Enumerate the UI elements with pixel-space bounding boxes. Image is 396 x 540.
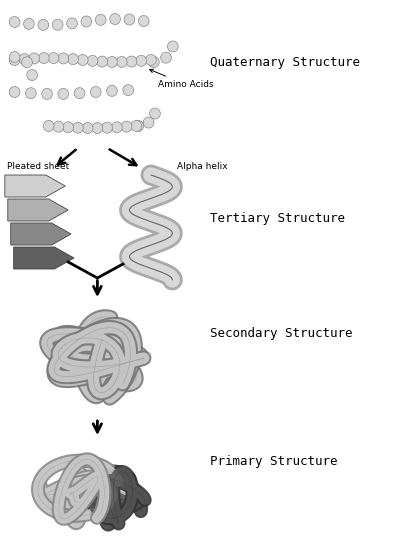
Circle shape — [131, 120, 142, 132]
Circle shape — [25, 87, 36, 99]
Text: Quaternary Structure: Quaternary Structure — [210, 56, 360, 69]
Circle shape — [150, 108, 160, 119]
Circle shape — [38, 19, 49, 30]
Circle shape — [148, 57, 159, 68]
Circle shape — [146, 55, 156, 65]
Circle shape — [52, 19, 63, 30]
Circle shape — [27, 70, 38, 80]
Circle shape — [67, 18, 77, 29]
Polygon shape — [8, 199, 68, 221]
Circle shape — [22, 57, 32, 68]
Circle shape — [90, 86, 101, 98]
Text: Amino Acids: Amino Acids — [150, 69, 213, 89]
Circle shape — [136, 56, 147, 66]
Circle shape — [124, 14, 135, 25]
Circle shape — [29, 53, 40, 64]
Circle shape — [53, 121, 64, 132]
Circle shape — [42, 89, 52, 99]
Circle shape — [81, 16, 92, 27]
Circle shape — [123, 85, 133, 96]
Polygon shape — [13, 247, 74, 269]
Circle shape — [121, 121, 132, 132]
Circle shape — [116, 57, 127, 68]
Circle shape — [97, 56, 108, 67]
Circle shape — [38, 52, 49, 64]
Text: Primary Structure: Primary Structure — [210, 455, 338, 468]
Circle shape — [133, 120, 144, 132]
Circle shape — [9, 86, 20, 98]
Circle shape — [24, 18, 34, 29]
Circle shape — [102, 122, 112, 133]
Text: Secondary Structure: Secondary Structure — [210, 327, 353, 340]
Circle shape — [107, 57, 117, 68]
Circle shape — [72, 122, 83, 133]
Circle shape — [126, 56, 137, 67]
Circle shape — [9, 55, 20, 65]
Circle shape — [110, 14, 120, 24]
Circle shape — [74, 87, 85, 99]
Circle shape — [168, 41, 178, 52]
Circle shape — [92, 123, 103, 133]
Circle shape — [78, 55, 88, 65]
Circle shape — [9, 17, 20, 28]
Polygon shape — [5, 175, 65, 197]
Circle shape — [43, 120, 54, 132]
Circle shape — [112, 122, 122, 133]
Circle shape — [143, 117, 154, 128]
Circle shape — [107, 85, 117, 96]
Circle shape — [63, 122, 74, 133]
Circle shape — [139, 16, 149, 26]
Circle shape — [68, 53, 78, 65]
Circle shape — [87, 56, 98, 66]
Circle shape — [9, 51, 20, 63]
Circle shape — [95, 14, 106, 25]
Circle shape — [48, 52, 59, 64]
Text: Tertiary Structure: Tertiary Structure — [210, 212, 345, 225]
Circle shape — [19, 53, 30, 65]
Polygon shape — [11, 223, 71, 245]
Circle shape — [82, 123, 93, 133]
Circle shape — [58, 53, 69, 64]
Text: Alpha helix: Alpha helix — [177, 162, 228, 171]
Text: Pleated sheet: Pleated sheet — [7, 162, 69, 171]
Circle shape — [58, 89, 69, 99]
Circle shape — [161, 52, 171, 63]
